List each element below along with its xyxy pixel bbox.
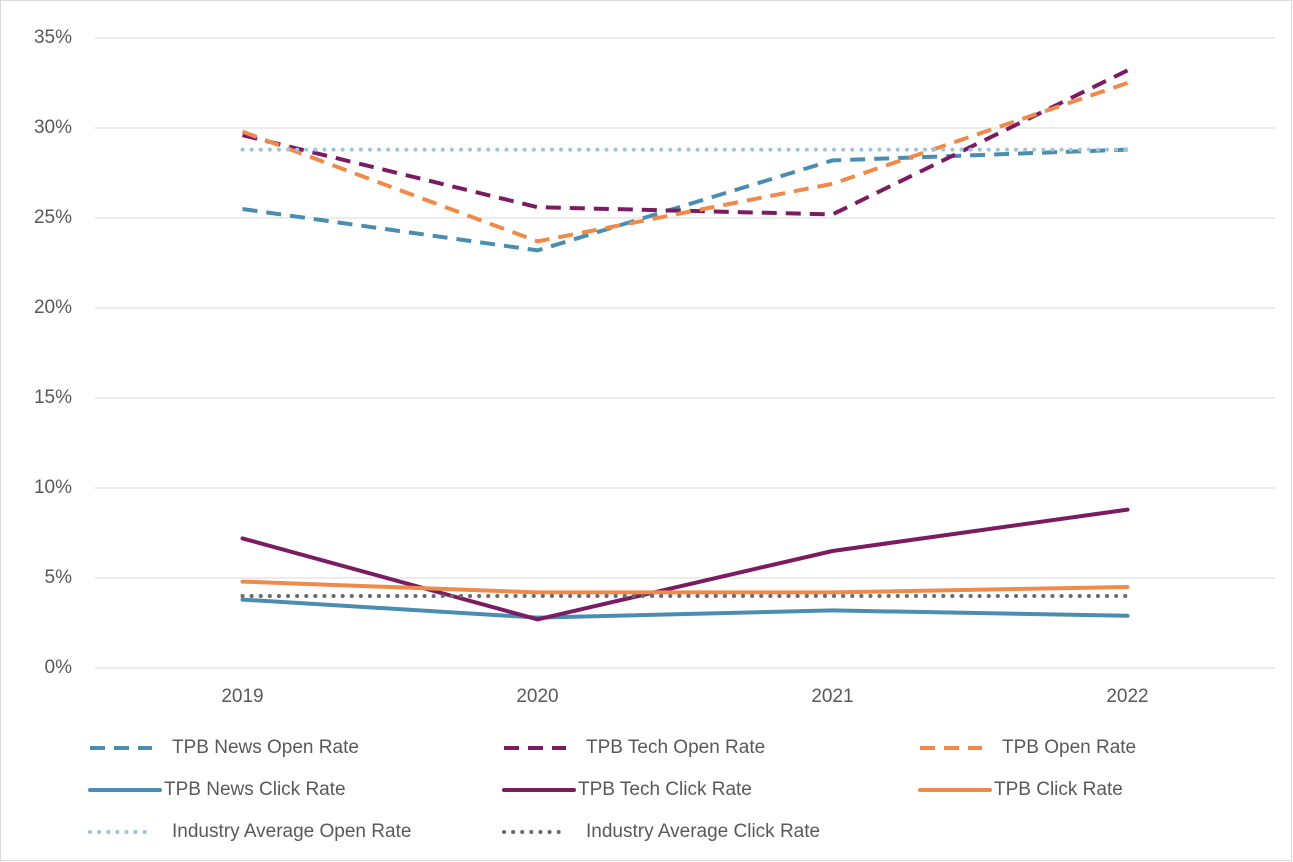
legend-label: Industry Average Open Rate xyxy=(172,821,411,842)
x-tick-label: 2019 xyxy=(221,686,263,707)
y-tick-label: 10% xyxy=(34,477,72,498)
legend-label: TPB Click Rate xyxy=(994,779,1123,800)
legend-label: TPB Open Rate xyxy=(1002,737,1136,758)
series-line xyxy=(242,68,1129,217)
series-line xyxy=(240,507,1130,622)
y-tick-label: 15% xyxy=(34,387,72,408)
series-line xyxy=(240,597,1130,620)
y-tick-label: 20% xyxy=(34,297,72,318)
y-tick-label: 25% xyxy=(34,207,72,228)
y-tick-label: 35% xyxy=(34,27,72,48)
y-tick-label: 0% xyxy=(45,657,73,678)
series-line xyxy=(242,147,1128,253)
legend-label: TPB News Open Rate xyxy=(172,737,359,758)
y-tick-label: 5% xyxy=(45,567,73,588)
series-line xyxy=(241,81,1129,244)
legend-label: TPB Tech Click Rate xyxy=(578,779,752,800)
series-line xyxy=(240,579,1130,595)
x-tick-label: 2021 xyxy=(811,686,853,707)
x-tick-label: 2020 xyxy=(516,686,558,707)
legend-label: TPB Tech Open Rate xyxy=(586,737,765,758)
legend-label: Industry Average Click Rate xyxy=(586,821,820,842)
legend-label: TPB News Click Rate xyxy=(164,779,346,800)
y-tick-label: 30% xyxy=(34,117,72,138)
x-tick-label: 2022 xyxy=(1106,686,1148,707)
